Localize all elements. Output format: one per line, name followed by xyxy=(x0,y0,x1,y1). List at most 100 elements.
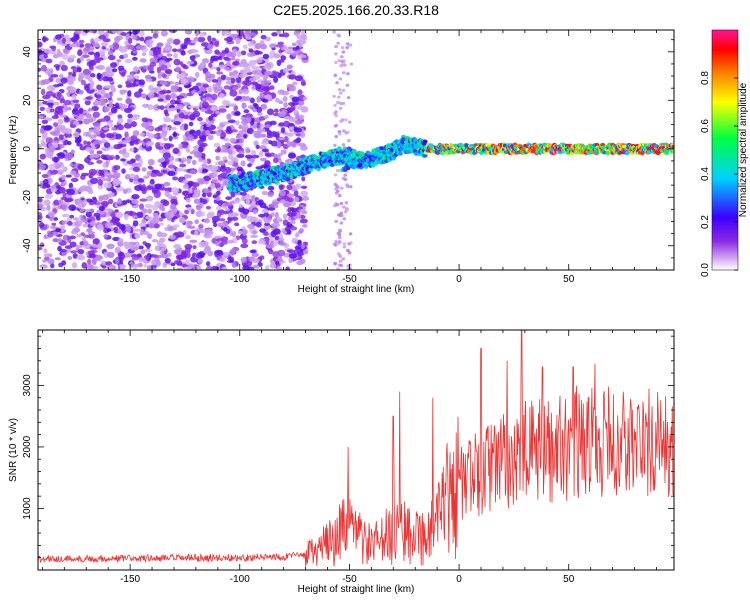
heatmap-cell xyxy=(179,163,187,168)
heatmap-cell xyxy=(86,141,91,145)
heatmap-cell xyxy=(188,105,196,109)
heatmap-cell xyxy=(156,105,163,110)
heatmap-cell xyxy=(76,143,84,147)
heatmap-cell xyxy=(148,222,155,229)
heatmap-cell xyxy=(257,111,263,117)
heatmap-cell xyxy=(110,211,116,218)
heatmap-cell xyxy=(106,228,112,233)
heatmap-cell xyxy=(64,153,74,160)
heatmap-cell xyxy=(276,30,281,35)
heatmap-cell xyxy=(334,60,338,65)
heatmap-cell xyxy=(158,217,164,222)
heatmap-cell xyxy=(296,260,304,266)
heatmap-cell xyxy=(236,50,242,57)
heatmap-cell xyxy=(345,83,350,87)
heatmap-cell xyxy=(99,48,105,56)
heatmap-cell xyxy=(197,116,203,122)
heatmap-cell xyxy=(338,259,343,263)
heatmap-cell xyxy=(39,106,46,112)
heatmap-cell xyxy=(160,157,165,163)
heatmap-cell xyxy=(340,55,344,59)
heatmap-cell xyxy=(67,237,72,244)
heatmap-cell xyxy=(195,71,200,78)
heatmap-cell xyxy=(235,37,241,45)
heatmap-cell xyxy=(245,36,252,40)
heatmap-cell xyxy=(245,146,250,154)
heatmap-cell xyxy=(139,198,148,202)
heatmap-cell xyxy=(280,149,287,155)
heatmap-cell xyxy=(56,169,64,175)
heatmap-cell xyxy=(214,182,221,188)
heatmap-cell xyxy=(291,101,299,106)
heatmap-cell xyxy=(125,199,132,204)
heatmap-cell xyxy=(139,58,147,63)
heatmap-cell xyxy=(298,143,307,147)
heatmap-cell xyxy=(228,153,234,160)
heatmap-cell xyxy=(272,157,279,164)
heatmap-cell xyxy=(78,72,86,79)
heatmap-cell xyxy=(339,91,343,95)
heatmap-cell xyxy=(40,64,47,72)
heatmap-cell xyxy=(201,159,208,164)
heatmap-cell xyxy=(81,262,88,269)
heatmap-cell xyxy=(72,227,81,232)
heatmap-cell xyxy=(138,79,146,86)
heatmap-cell xyxy=(42,94,51,100)
heatmap-cell xyxy=(291,42,297,47)
heatmap-cell xyxy=(106,133,115,139)
heatmap-cell xyxy=(342,245,347,249)
heatmap-cell xyxy=(203,218,211,224)
heatmap-cell xyxy=(66,188,75,196)
heatmap-cell xyxy=(230,33,238,39)
heatmap-cell xyxy=(300,185,308,189)
heatmap-cell xyxy=(275,97,280,103)
heatmap-cell xyxy=(248,49,254,53)
heatmap-cell xyxy=(96,84,103,90)
heatmap-cell xyxy=(132,228,141,232)
heatmap-cell xyxy=(183,174,192,179)
heatmap-cell xyxy=(90,38,95,45)
heatmap-cell xyxy=(184,259,191,265)
heatmap-cell xyxy=(43,248,48,254)
heatmap-cell xyxy=(205,129,211,136)
heatmap-cell xyxy=(205,205,212,210)
heatmap-cell xyxy=(269,263,277,269)
heatmap-cell xyxy=(112,44,119,50)
heatmap-cell xyxy=(259,228,266,233)
heatmap-cell xyxy=(341,71,346,75)
heatmap-cell xyxy=(139,228,145,236)
heatmap-cell xyxy=(181,45,188,50)
heatmap-cell xyxy=(92,196,97,200)
heatmap-cell xyxy=(273,53,281,59)
heatmap-cell xyxy=(103,182,112,189)
heatmap-cell xyxy=(266,108,275,116)
heatmap-cell xyxy=(38,215,43,220)
heatmap-cell xyxy=(93,125,101,131)
heatmap-cell xyxy=(186,135,195,141)
heatmap-cell xyxy=(226,126,232,133)
heatmap-cell xyxy=(81,54,90,59)
heatmap-cell xyxy=(224,166,232,174)
heatmap-cell xyxy=(95,255,104,260)
x-tick-label: -150 xyxy=(120,574,140,585)
heatmap-cell xyxy=(166,252,172,258)
heatmap-cell xyxy=(159,90,168,94)
heatmap-cell xyxy=(108,111,114,116)
heatmap-cell xyxy=(161,123,167,128)
snr-series-line xyxy=(38,330,674,567)
heatmap-cell xyxy=(147,91,155,99)
heatmap-cell xyxy=(143,230,149,236)
heatmap-cell xyxy=(252,230,257,235)
heatmap-cell xyxy=(163,116,170,123)
heatmap-cell xyxy=(231,261,237,269)
heatmap-cell xyxy=(144,126,154,131)
heatmap-cell xyxy=(49,50,56,55)
heatmap-cell xyxy=(213,142,221,148)
heatmap-cell xyxy=(116,124,124,131)
heatmap-cell xyxy=(336,189,340,193)
heatmap-cell xyxy=(339,119,343,123)
heatmap-cell xyxy=(345,130,350,135)
heatmap-cell xyxy=(68,71,73,76)
heatmap-cell xyxy=(38,143,42,150)
heatmap-cell xyxy=(269,85,275,90)
